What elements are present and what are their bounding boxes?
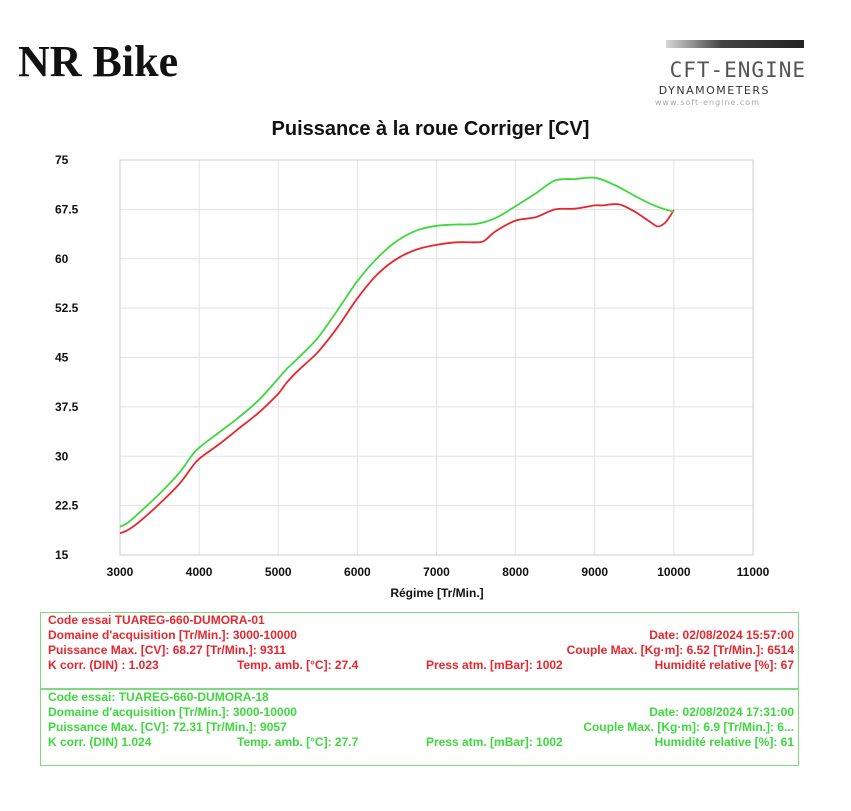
logo-url-text: www.soft-engine.com [654, 98, 760, 107]
k-corr: K corr. (DIN) 1.024 [48, 735, 152, 749]
series-line-2 [119, 176, 675, 528]
x-tick-label-2: 5000 [265, 565, 292, 579]
puissance-max: Puissance Max. [CV]: 72.31 [Tr/Min.]: 90… [48, 720, 287, 734]
k-corr: K corr. (DIN) : 1.023 [48, 658, 159, 672]
temp-amb: Temp. amb. [°C]: 27.4 [237, 658, 359, 672]
series-line-1 [119, 203, 675, 535]
x-tick-label-1: 4000 [186, 565, 213, 579]
humidite-relative: Humidité relative [%]: 61 [654, 735, 794, 749]
plot-frame [119, 159, 754, 556]
chart-title: Puissance à la roue Corriger [CV] [271, 118, 590, 140]
run-info-panel-1: Code essai TUAREG-660-DUMORA-01 Domaine … [40, 612, 799, 689]
test-date: Date: 02/08/2024 17:31:00 [649, 705, 794, 719]
press-atm: Press atm. [mBar]: 1002 [426, 735, 563, 749]
x-tick-label-6: 9000 [581, 565, 608, 579]
y-tick-label-0: 15 [55, 548, 69, 562]
couple-max: Couple Max. [Kg·m]: 6.52 [Tr/Min.]: 6514 [566, 643, 794, 657]
code-essai: Code essai: TUAREG-660-DUMORA-18 [48, 690, 269, 704]
x-tick-label-3: 6000 [344, 565, 371, 579]
press-atm: Press atm. [mBar]: 1002 [426, 658, 563, 672]
cft-engine-logo: CFT-ENGINE DYNAMOMETERS www.soft-engine.… [636, 40, 806, 116]
logo-bar [666, 40, 804, 48]
x-axis-label: Régime [Tr/Min.] [390, 586, 483, 600]
y-tick-label-2: 30 [55, 449, 69, 463]
humidite-relative: Humidité relative [%]: 67 [654, 658, 794, 672]
power-chart: 15 22.5 30 37.5 45 52.5 60 67.5 75 3000 4000 5000 6… [55, 153, 770, 600]
couple-max: Couple Max. [Kg·m]: 6.9 [Tr/Min.]: 6... [583, 720, 794, 734]
code-essai: Code essai TUAREG-660-DUMORA-01 [48, 613, 265, 627]
y-tick-label-1: 22.5 [55, 499, 79, 513]
x-tick-label-4: 7000 [423, 565, 450, 579]
domaine-acquisition: Domaine d'acquisition [Tr/Min.]: 3000-10… [48, 628, 297, 642]
y-tick-label-6: 60 [55, 252, 69, 266]
y-tick-label-4: 45 [55, 351, 69, 365]
x-tick-label-0: 3000 [107, 565, 134, 579]
puissance-max: Puissance Max. [CV]: 68.27 [Tr/Min.]: 93… [48, 643, 287, 657]
run-info-panel-2: Code essai: TUAREG-660-DUMORA-18 Domaine… [40, 689, 799, 766]
y-tick-label-8: 75 [55, 153, 69, 167]
x-tick-label-5: 8000 [502, 565, 529, 579]
x-tick-label-7: 10000 [657, 565, 691, 579]
temp-amb: Temp. amb. [°C]: 27.7 [237, 735, 359, 749]
y-tick-label-7: 67.5 [55, 202, 79, 216]
logo-sub-text: DYNAMOMETERS [658, 84, 770, 97]
domaine-acquisition: Domaine d'acquisition [Tr/Min.]: 3000-10… [48, 705, 297, 719]
y-tick-label-3: 37.5 [55, 400, 79, 414]
brand-title: NR Bike [18, 37, 179, 86]
test-date: Date: 02/08/2024 15:57:00 [649, 628, 794, 642]
x-tick-label-8: 11000 [737, 565, 770, 579]
y-tick-label-5: 52.5 [55, 301, 79, 315]
logo-main-text: CFT-ENGINE [669, 58, 806, 82]
